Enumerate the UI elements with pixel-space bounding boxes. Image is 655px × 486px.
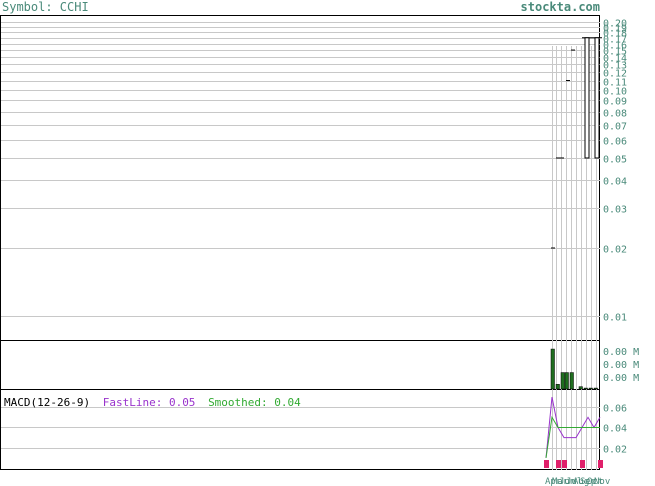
macd-lines	[545, 397, 601, 458]
macd-histogram-bar	[598, 460, 603, 468]
volume-bar	[550, 348, 555, 390]
price-tick-label: 0.02	[603, 245, 627, 256]
x-axis-label: Mar	[552, 477, 569, 486]
macd-histogram-bar	[544, 460, 549, 468]
volume-bar	[555, 384, 560, 390]
macd-smoothed-line	[545, 415, 600, 458]
x-axis-label: Apr	[545, 477, 562, 486]
macd-smooth-label: Smoothed: 0.04	[208, 396, 301, 409]
macd-tick-label: 0.02	[603, 445, 627, 456]
macd-panel	[0, 389, 600, 470]
site-name[interactable]: stockta.com	[520, 0, 600, 14]
x-axis-label: Oct	[587, 477, 603, 486]
macd-fast-label: FastLine: 0.05	[102, 396, 196, 409]
volume-bar	[593, 387, 598, 390]
volume-tick-label: 0.00 M	[603, 347, 639, 358]
volume-bar	[564, 372, 569, 390]
price-marks	[551, 37, 602, 249]
price-tick-label: 0.03	[603, 205, 627, 216]
x-axis-label: Aug	[573, 477, 589, 486]
price-candle-body	[584, 37, 590, 159]
volume-bar	[560, 372, 565, 390]
macd-histogram	[544, 460, 603, 468]
price-tick-label: 0.10	[603, 87, 627, 98]
price-tick-label: 0.11	[603, 78, 627, 89]
macd-title: MACD(12-26-9)	[4, 396, 91, 409]
macd-fastline-line	[545, 397, 601, 458]
volume-bar	[569, 372, 574, 390]
macd-histogram-bar	[562, 460, 567, 468]
price-tick-label: 0.05	[603, 155, 627, 166]
price-tick-label: 0.20	[603, 19, 627, 30]
x-axis-label: Jun	[559, 477, 575, 486]
price-tick-label: 0.09	[603, 97, 627, 108]
grid	[1, 22, 600, 449]
volume-bars	[550, 348, 598, 390]
axis-labels: 0.200.190.180.170.160.150.140.130.120.11…	[545, 19, 639, 486]
volume-tick-label: 0.00 M	[603, 373, 639, 384]
symbol-label: Symbol: CCHI	[2, 0, 89, 14]
macd-tick-label: 0.04	[603, 424, 627, 435]
macd-legend: MACD(12-26-9) FastLine: 0.05 Smoothed: 0…	[4, 396, 307, 409]
x-axis-label: Nov	[594, 477, 610, 486]
volume-panel	[0, 340, 600, 390]
price-tick-label: 0.19	[603, 24, 627, 35]
volume-bar	[578, 386, 583, 390]
volume-bar	[588, 387, 593, 390]
price-tick-label: 0.15	[603, 47, 627, 58]
price-candle-body	[594, 37, 600, 159]
price-tick-label: 0.17	[603, 35, 627, 46]
macd-tick-label: 0.06	[603, 404, 627, 415]
price-tick-label: 0.18	[603, 29, 627, 40]
volume-tick-label: 0.00 M	[603, 360, 639, 371]
volume-bar	[583, 387, 588, 390]
macd-histogram-bar	[580, 460, 585, 468]
price-tick-label: 0.08	[603, 109, 627, 120]
price-tick-label: 0.14	[603, 54, 627, 65]
price-tick-label: 0.13	[603, 61, 627, 72]
price-tick-label: 0.06	[603, 137, 627, 148]
price-tick-label: 0.01	[603, 313, 627, 324]
macd-histogram-bar	[556, 460, 561, 468]
price-tick-label: 0.12	[603, 69, 627, 80]
price-tick-label: 0.16	[603, 41, 627, 52]
price-tick-label: 0.04	[603, 177, 627, 188]
x-axis-label: Sep	[580, 477, 596, 486]
vertical-grid	[552, 46, 597, 470]
price-tick-label: 0.07	[603, 122, 627, 133]
x-axis-label: Jul	[566, 477, 582, 486]
